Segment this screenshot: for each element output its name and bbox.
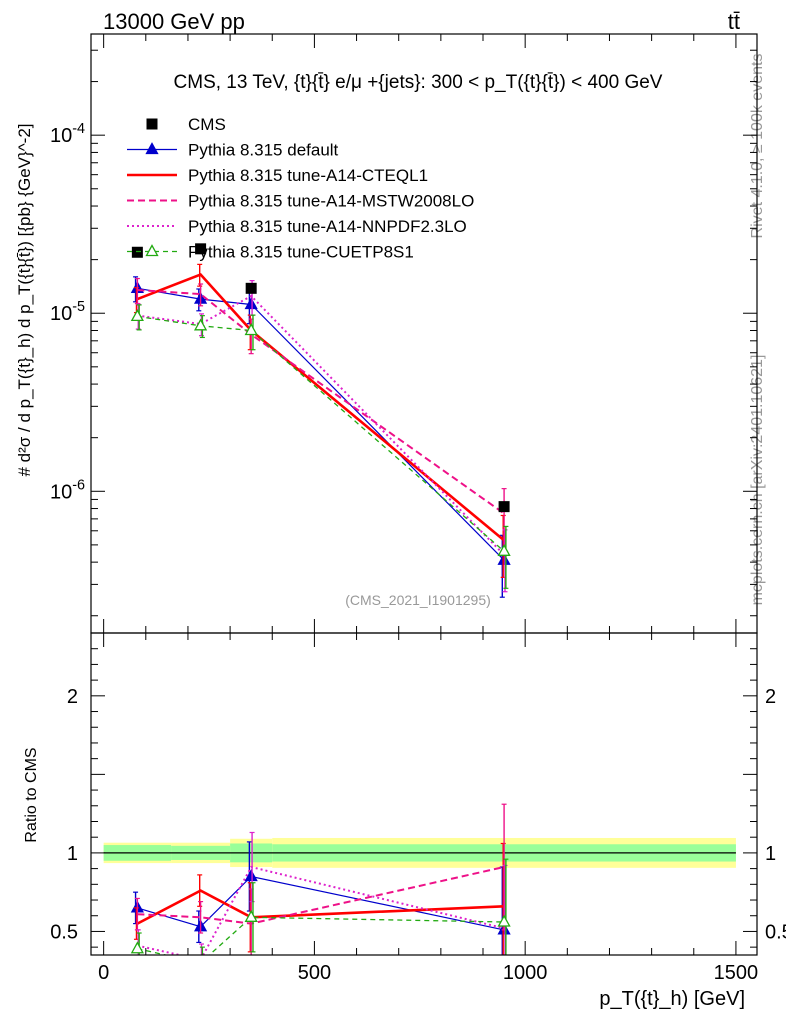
y-tick-label-top: 10-6 — [50, 477, 85, 503]
y-axis-label-ratio: Ratio to CMS — [23, 747, 40, 842]
series-line-default — [137, 287, 505, 561]
x-tick-label: 0 — [98, 962, 109, 984]
data-point-cms — [195, 243, 207, 255]
legend-marker-cms — [146, 118, 158, 130]
data-point-cms — [245, 282, 257, 294]
series-line-cteql1 — [136, 272, 505, 542]
ratio-band — [103, 837, 736, 868]
data-point-cms — [498, 501, 510, 513]
legend: CMS Pythia 8.315 default Pythia 8.315 tune… — [127, 115, 474, 262]
y-tick-label-top: 10-4 — [50, 121, 85, 147]
data-point-cms — [131, 246, 143, 258]
ratio-panel-frame — [90, 632, 758, 956]
ratio-marker-cuetp8s1 — [244, 909, 258, 922]
ratio-marker-cuetp8s1 — [195, 957, 206, 967]
y-tick-label-ratio-right: 0.5 — [765, 921, 786, 943]
series-line-nnpdf — [137, 294, 505, 556]
ratio-marker-cuetp8s1 — [130, 941, 144, 954]
y-tick-label-ratio-right: 1 — [765, 843, 776, 865]
analysis-label: (CMS_2021_I1901295) — [345, 592, 491, 608]
header-process: tt̄ — [728, 9, 740, 34]
marker-cuetp8s1 — [130, 309, 144, 322]
ratio-line-nnpdf — [137, 865, 505, 955]
x-axis-label: p_T({t}_h) [GeV] — [599, 988, 745, 1010]
top-panel-plot — [130, 243, 511, 598]
marker-cuetp8s1 — [244, 323, 258, 336]
header-energy: 13000 GeV pp — [103, 9, 245, 34]
legend-label-mstw: Pythia 8.315 tune-A14-MSTW2008LO — [188, 192, 474, 211]
axes: 10-6 10-5 10-4 0 500 1000 1500 0.5 0.5 1 1 2 2 — [50, 34, 786, 984]
y-tick-label-ratio-left: 1 — [67, 843, 78, 865]
legend-label-cuetp8s1: Pythia 8.315 tune-CUETP8S1 — [188, 243, 414, 262]
panel-frames — [90, 33, 758, 956]
ratio-panel-plot — [130, 803, 511, 967]
ratio-line-mstw — [137, 866, 505, 925]
x-tick-label: 1500 — [714, 962, 759, 984]
marker-cuetp8s1 — [497, 543, 511, 556]
ratio-marker-cuetp8s1 — [497, 914, 511, 927]
chart-title: CMS, 13 TeV, {t}{t̄} e/μ +{jets}: 300 < … — [174, 72, 663, 93]
ratio-line-default — [137, 875, 505, 931]
y-axis-label-top: # d²σ / d p_T({t}_h) d p_T({t}{t̄}) [{pb… — [15, 123, 34, 476]
legend-label-cms: CMS — [188, 115, 226, 134]
x-tick-label: 500 — [298, 962, 331, 984]
ratio-marker-default — [244, 869, 258, 882]
y-tick-label-ratio-left: 2 — [67, 686, 78, 708]
legend-marker-cuetp8s1 — [145, 244, 159, 257]
marker-cuetp8s1 — [193, 318, 208, 331]
legend-label-nnpdf: Pythia 8.315 tune-A14-NNPDF2.3LO — [188, 217, 467, 236]
legend-label-cteql1: Pythia 8.315 tune-A14-CTEQL1 — [188, 166, 428, 185]
legend-label-default: Pythia 8.315 default — [188, 141, 339, 160]
legend-marker-default — [145, 142, 159, 155]
ratio-line-cteql1 — [136, 889, 505, 925]
marker-default — [497, 552, 511, 565]
y-tick-label-top: 10-5 — [50, 299, 85, 325]
y-tick-label-ratio-left: 0.5 — [50, 921, 78, 943]
series-line-cuetp8s1 — [137, 315, 505, 552]
x-tick-label: 1000 — [503, 962, 548, 984]
y-tick-label-ratio-right: 2 — [765, 686, 776, 708]
marker-default — [244, 297, 258, 310]
